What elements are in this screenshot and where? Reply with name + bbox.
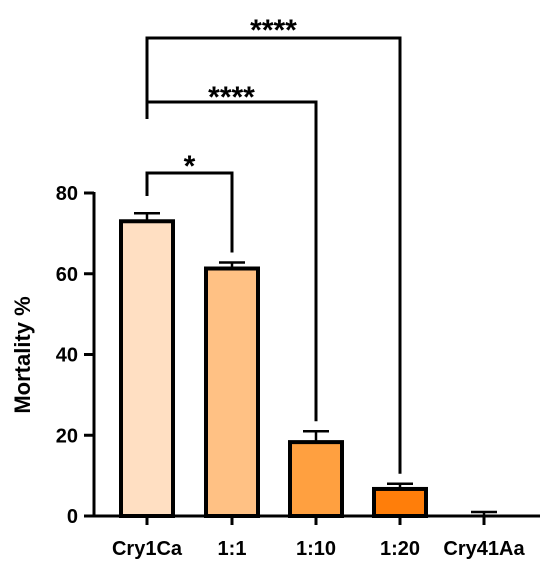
significance-label: **** — [250, 14, 297, 47]
y-tick-label: 40 — [56, 345, 78, 367]
significance-bracket — [145, 36, 402, 474]
bars — [119, 211, 497, 519]
y-axis-label: Mortality % — [10, 296, 35, 413]
significance-label: **** — [208, 81, 255, 114]
y-tick-label: 0 — [67, 506, 78, 528]
bar — [372, 486, 428, 519]
x-tick-label: 1:20 — [380, 538, 420, 560]
axes: 0 20 40 60 80 Cry1Ca 1:1 1:10 1:20 Cry41Aa — [56, 183, 540, 560]
bar — [204, 266, 260, 518]
y-tick-label: 20 — [56, 425, 78, 447]
x-tick-label: 1:1 — [218, 538, 247, 560]
x-tick-label: Cry1Ca — [112, 538, 183, 560]
significance-brackets: ********* — [145, 14, 402, 474]
y-tick-label: 60 — [56, 264, 78, 286]
significance-bracket — [145, 171, 234, 253]
x-tick-label: Cry41Aa — [443, 538, 525, 560]
bar — [119, 219, 175, 518]
bar — [288, 440, 344, 518]
x-tick-label: 1:10 — [296, 538, 336, 560]
y-tick-label: 80 — [56, 183, 78, 205]
significance-label: * — [184, 150, 196, 183]
